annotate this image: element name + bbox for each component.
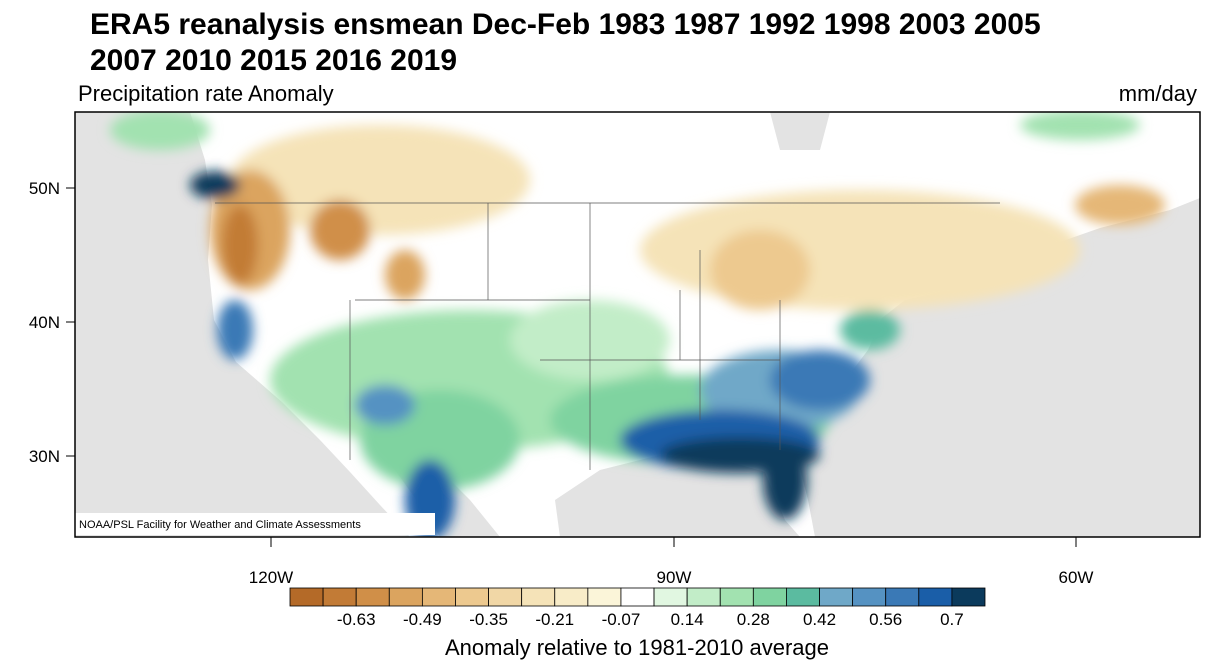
units: mm/day	[1119, 81, 1197, 106]
colorbar-label: -0.07	[602, 610, 641, 629]
colorbar-box	[521, 587, 556, 607]
colorbar-label: -0.63	[337, 610, 376, 629]
map: NOAA/PSL Facility for Weather and Climat…	[75, 112, 1200, 537]
subtitle: Precipitation rate Anomaly	[78, 81, 334, 106]
colorbar-box	[322, 587, 357, 607]
colorbar-box	[620, 587, 655, 607]
title-line: 2007 2010 2015 2016 2019	[90, 44, 457, 77]
lon-axis: 120W 90W 60W	[249, 537, 1094, 587]
colorbar-box	[719, 587, 754, 607]
colorbar-label: 0.56	[869, 610, 902, 629]
colorbar-box	[488, 587, 523, 607]
colorbar-label: 0.42	[803, 610, 836, 629]
colorbar-box	[289, 587, 324, 607]
colorbar-box	[554, 587, 589, 607]
colorbar-box	[388, 587, 423, 607]
colorbar-box	[752, 587, 787, 607]
colorbar-label: 0.14	[671, 610, 704, 629]
title-line: ERA5 reanalysis ensmean Dec-Feb 1983 198…	[90, 8, 1041, 41]
colorbar-label: -0.49	[403, 610, 442, 629]
colorbar-label: -0.21	[535, 610, 574, 629]
lat-axis: 50N 40N 30N	[29, 179, 75, 466]
credit-box	[75, 513, 435, 535]
colorbar-caption: Anomaly relative to 1981-2010 average	[445, 635, 829, 660]
colorbar-box	[786, 587, 820, 607]
lon-label: 120W	[249, 568, 293, 587]
colorbar-label: 0.7	[940, 610, 964, 629]
colorbar-box	[587, 587, 622, 607]
credit: NOAA/PSL Facility for Weather and Climat…	[79, 519, 361, 531]
borders	[215, 202, 1000, 470]
colorbar-box	[653, 587, 688, 607]
colorbar-box	[421, 587, 456, 607]
colorbar: -0.63 -0.49 -0.35 -0.21 -0.07 0.14 0.28 0.42 0.5…	[289, 587, 986, 629]
colorbar-box	[455, 587, 489, 607]
lon-label: 90W	[657, 568, 692, 587]
colorbar-box	[355, 587, 390, 607]
map-frame	[74, 111, 1201, 538]
colorbar-label: 0.28	[737, 610, 770, 629]
colorbar-box	[819, 587, 854, 607]
colorbar-box	[918, 587, 953, 607]
colorbar-box	[951, 587, 986, 607]
lat-label: 50N	[29, 179, 60, 198]
colorbar-box	[885, 587, 920, 607]
lat-label: 40N	[29, 313, 60, 332]
colorbar-box	[686, 587, 721, 607]
colorbar-label: -0.35	[469, 610, 508, 629]
lon-label: 60W	[1059, 568, 1094, 587]
lat-label: 30N	[29, 447, 60, 466]
colorbar-box	[852, 587, 887, 607]
